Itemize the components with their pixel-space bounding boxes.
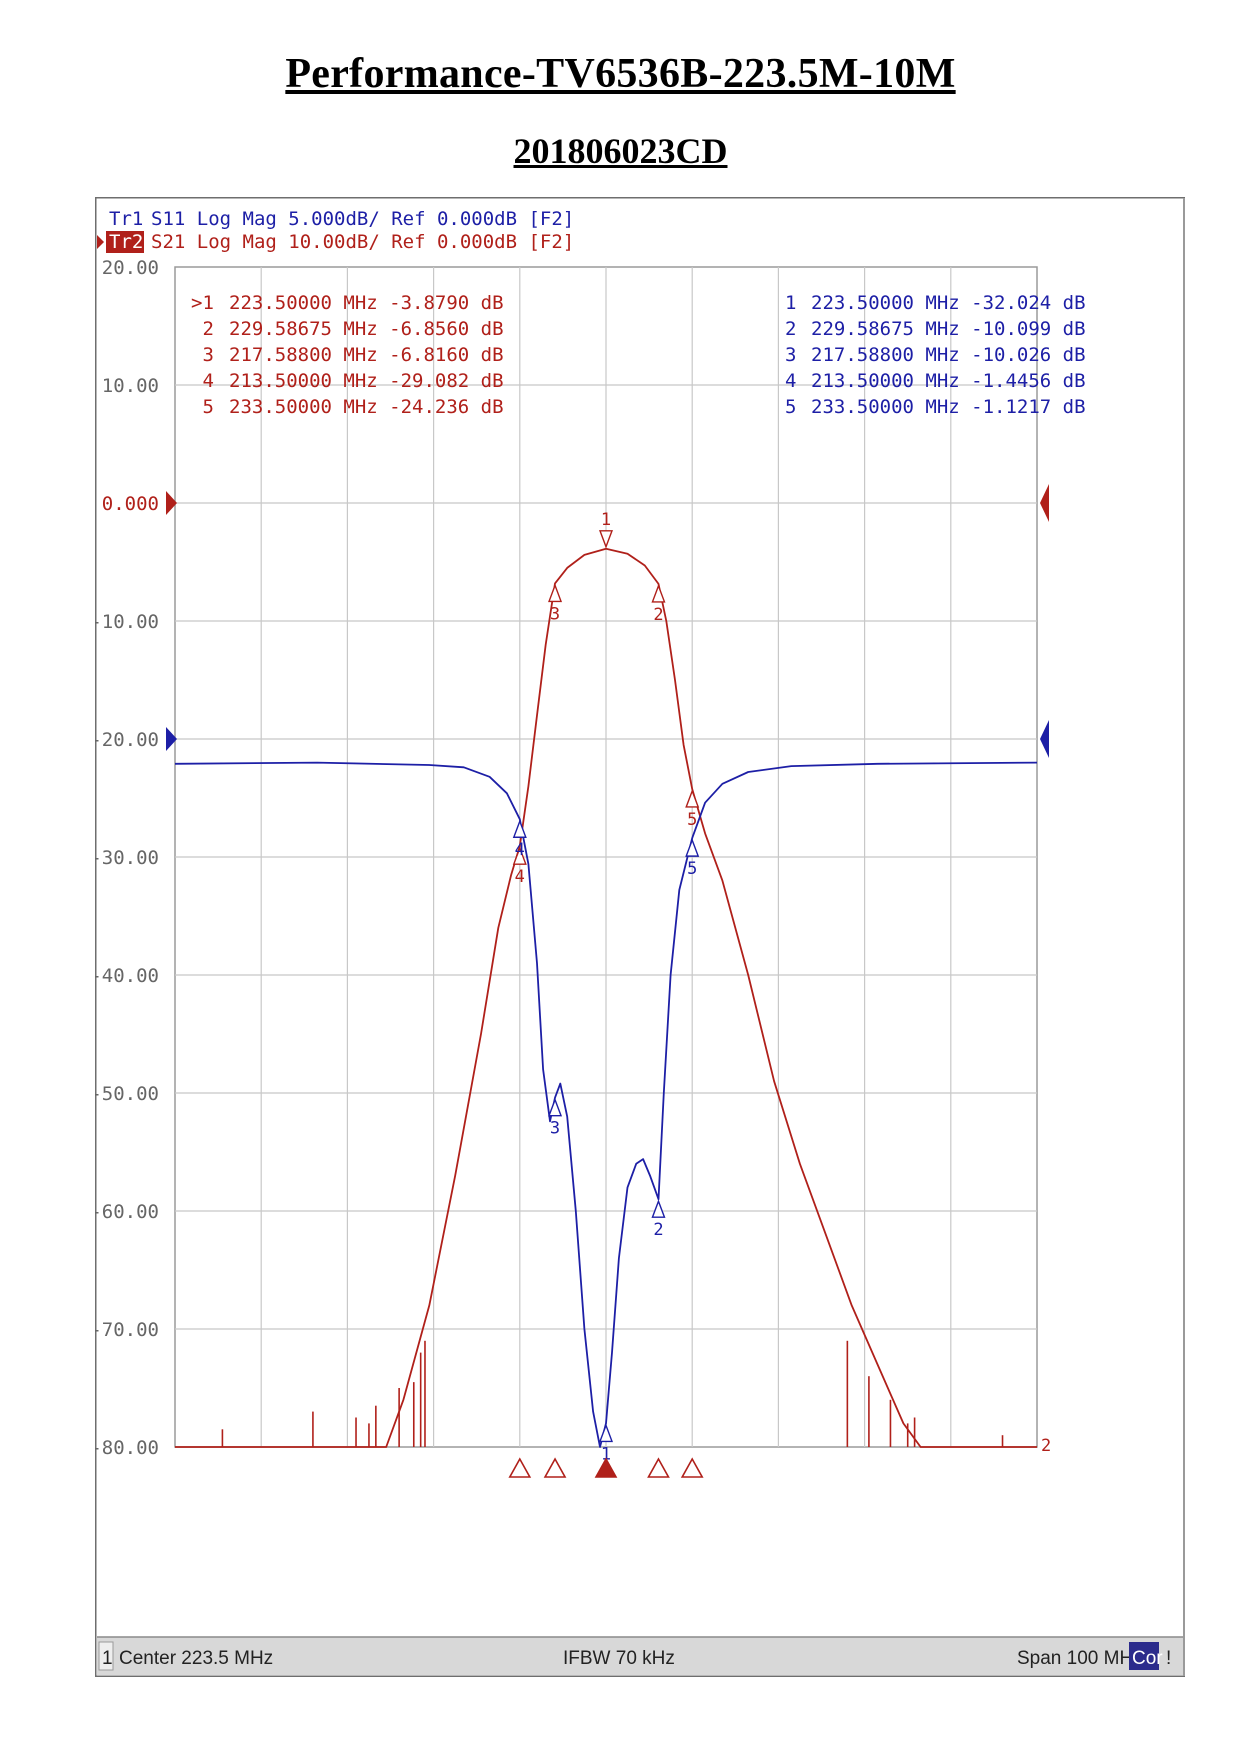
y-tick-label: -50.00	[95, 1083, 159, 1105]
s11-marker-5	[685, 838, 700, 857]
status-bar-bg	[97, 1637, 1183, 1675]
s11-ref-left-arrow-icon	[166, 727, 177, 751]
s11-marker-1	[598, 1423, 614, 1443]
s21-readout-value: 217.58800 MHz -6.8160 dB	[229, 344, 504, 366]
s11-marker-label-3: 3	[550, 1119, 560, 1139]
center-frequency[interactable]: Center 223.5 MHz	[119, 1648, 273, 1669]
s21-marker-label-5: 5	[687, 810, 697, 830]
s21-ref-right-arrow-icon	[1040, 484, 1049, 522]
s11-readout-value: 229.58675 MHz -10.099 dB	[811, 318, 1086, 340]
tr2-settings: S21 Log Mag 10.00dB/ Ref 0.000dB [F2]	[151, 231, 574, 253]
status-bar: 1 Center 223.5 MHz IFBW 70 kHz Span 100 …	[97, 1636, 1183, 1675]
correction-badge[interactable]: Cor	[1132, 1648, 1163, 1669]
s21-readout-value: 223.50000 MHz -3.8790 dB	[229, 292, 504, 314]
markers: 1 2 3 4 5 1 2 3 4 5	[512, 510, 700, 1464]
s11-readout-number: 4	[785, 370, 796, 392]
screen-border	[95, 197, 1185, 1677]
s21-marker-5	[685, 788, 700, 808]
s21-end-label: 2	[1041, 1436, 1051, 1456]
y-tick-label: -30.00	[95, 847, 159, 869]
y-tick-label: -70.00	[95, 1319, 159, 1341]
s11-marker-label-4: 4	[515, 840, 525, 860]
y-tick-label: -60.00	[95, 1201, 159, 1223]
tr1-settings: S11 Log Mag 5.000dB/ Ref 0.000dB [F2]	[151, 208, 574, 230]
y-tick-label: 10.00	[102, 375, 159, 397]
s11-marker-label-1: 1	[601, 1444, 611, 1464]
s11-readout-value: 233.50000 MHz -1.1217 dB	[811, 396, 1086, 418]
s21-readout-value: 233.50000 MHz -24.236 dB	[229, 396, 504, 418]
y-tick-label: 0.000	[102, 493, 159, 515]
s21-readout-number: 2	[191, 318, 214, 340]
s11-readout-value: 213.50000 MHz -1.4456 dB	[811, 370, 1086, 392]
channel-number[interactable]: 1	[102, 1648, 113, 1669]
s21-marker-label-2: 2	[653, 605, 663, 625]
tr2-label-bg	[106, 231, 144, 253]
s21-marker-4	[512, 846, 527, 865]
span-setting[interactable]: Span 100 MHz	[1017, 1648, 1143, 1669]
reference-arrows	[166, 484, 1049, 758]
y-tick-label: 20.00	[102, 257, 159, 279]
s11-readout-value: 223.50000 MHz -32.024 dB	[811, 292, 1086, 314]
y-tick-label: -20.00	[95, 729, 159, 751]
tr2-label[interactable]: Tr2	[109, 231, 143, 253]
s21-marker-2	[651, 583, 666, 603]
y-tick-labels: 20.00 10.00 0.000 -10.00 -20.00 -30.00 -40.00 -…	[95, 257, 159, 1459]
stimulus-marker-1	[594, 1457, 618, 1478]
status-flag: !	[1166, 1648, 1171, 1669]
s11-readout-number: 3	[785, 344, 796, 366]
ifbw-setting[interactable]: IFBW 70 kHz	[563, 1648, 675, 1669]
s11-marker-label-2: 2	[653, 1220, 663, 1240]
stimulus-marker-3	[543, 1457, 567, 1478]
marker-readouts: >1 223.50000 MHz -3.8790 dB 2 229.58675 MH…	[191, 292, 1086, 418]
active-trace-arrow-icon	[97, 235, 104, 249]
vna-screen: Tr1 S11 Log Mag 5.000dB/ Ref 0.000dB [F2…	[95, 197, 1185, 1677]
y-tick-label: -80.00	[95, 1437, 159, 1459]
s21-readout-number: 4	[191, 370, 214, 392]
stimulus-marker-2	[647, 1457, 670, 1478]
s21-marker-label-3: 3	[550, 604, 560, 624]
s21-marker-1	[598, 530, 614, 549]
channel-box	[98, 1641, 114, 1671]
y-tick-label: -10.00	[95, 611, 159, 633]
s11-marker-label-5: 5	[687, 859, 697, 879]
s21-readout-number: 5	[191, 396, 214, 418]
cor-badge-bg	[1129, 1642, 1159, 1670]
s11-readout-number: 2	[785, 318, 796, 340]
s11-marker-4	[512, 819, 527, 838]
s11-ref-right-arrow-icon	[1040, 720, 1049, 758]
s21-readout-value: 229.58675 MHz -6.8560 dB	[229, 318, 504, 340]
s21-marker-label-1: 1	[601, 510, 611, 530]
y-tick-label: -40.00	[95, 965, 159, 987]
tr1-label[interactable]: Tr1	[109, 208, 143, 230]
s11-marker-2	[651, 1199, 666, 1218]
page-subtitle: 201806023CD	[513, 131, 728, 171]
s11-readout-number: 1	[785, 292, 796, 314]
s11-marker-3	[548, 1097, 563, 1117]
s21-readout-number: >1	[191, 292, 214, 314]
stimulus-marker-5	[680, 1457, 704, 1478]
page-title: Performance-TV6536B-223.5M-10M	[285, 51, 956, 97]
s21-trace	[175, 547, 1037, 1448]
vna-chart: Tr1 S11 Log Mag 5.000dB/ Ref 0.000dB [F2…	[95, 197, 1185, 1677]
s11-readout-number: 5	[785, 396, 796, 418]
s21-marker-label-4: 4	[515, 867, 525, 887]
s21-marker-3	[548, 583, 563, 603]
s21-ref-left-arrow-icon	[166, 491, 177, 515]
s21-readout-number: 3	[191, 344, 214, 366]
stimulus-markers	[508, 1457, 704, 1478]
s11-readout-value: 217.58800 MHz -10.026 dB	[811, 344, 1086, 366]
screen-shadow	[1183, 198, 1185, 1676]
s21-readout-value: 213.50000 MHz -29.082 dB	[229, 370, 504, 392]
stimulus-marker-4	[508, 1457, 532, 1478]
